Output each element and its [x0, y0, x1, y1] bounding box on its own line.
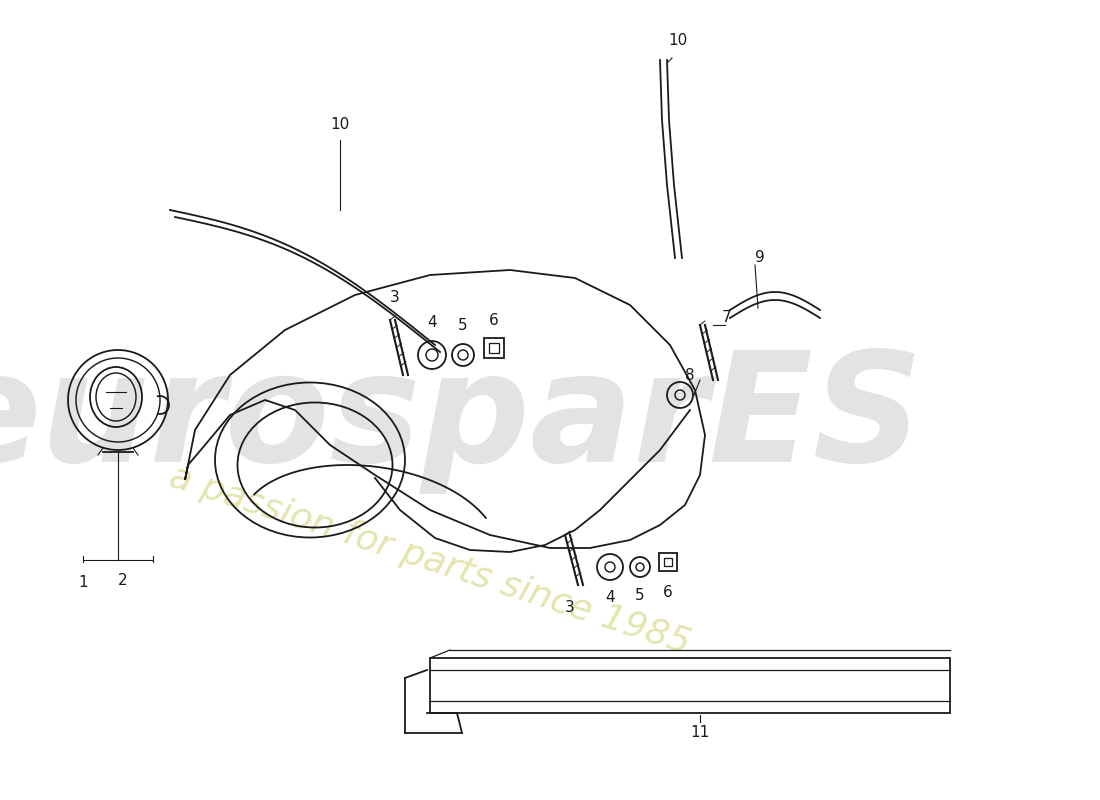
- Text: 1: 1: [78, 575, 88, 590]
- Text: 10: 10: [668, 33, 688, 48]
- Bar: [490, 343, 499, 353]
- Text: 4: 4: [427, 315, 437, 330]
- Text: 6: 6: [663, 585, 673, 600]
- Text: 6: 6: [490, 313, 499, 328]
- Bar: [484, 338, 504, 358]
- Bar: [430, 658, 950, 713]
- Text: 5: 5: [635, 588, 645, 603]
- Text: eurosparES: eurosparES: [0, 346, 923, 494]
- Text: 2: 2: [118, 573, 128, 588]
- Text: 11: 11: [691, 725, 710, 740]
- Text: 10: 10: [330, 117, 350, 132]
- Text: a passion for parts since 1985: a passion for parts since 1985: [165, 459, 695, 661]
- Bar: [664, 558, 672, 566]
- Text: 8: 8: [685, 367, 694, 382]
- Bar: [659, 553, 676, 571]
- Text: 9: 9: [755, 250, 764, 266]
- Text: 5: 5: [459, 318, 468, 333]
- Text: 7: 7: [722, 310, 732, 326]
- Text: 4: 4: [605, 590, 615, 605]
- Text: 3: 3: [565, 600, 575, 615]
- Text: 3: 3: [390, 290, 400, 305]
